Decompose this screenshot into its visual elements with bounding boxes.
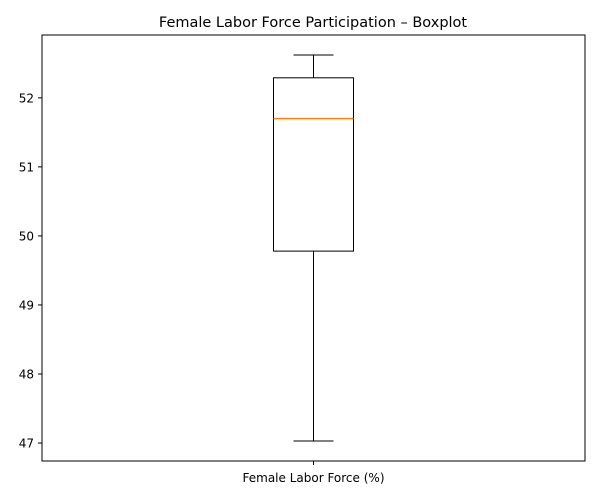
y-tick-label: 49 [19, 298, 34, 312]
chart-title: Female Labor Force Participation – Boxpl… [159, 15, 468, 31]
x-tick-label: Female Labor Force (%) [243, 471, 385, 485]
y-tick-label: 48 [19, 368, 34, 382]
iqr-box [273, 77, 354, 252]
y-tick-label: 51 [19, 160, 34, 174]
y-tick-label: 52 [19, 91, 34, 105]
plot-area: 47 48 49 50 51 52 Female Labor Force (%) [19, 34, 586, 485]
y-tick-label: 50 [19, 229, 34, 243]
y-tick-label: 47 [19, 437, 34, 451]
